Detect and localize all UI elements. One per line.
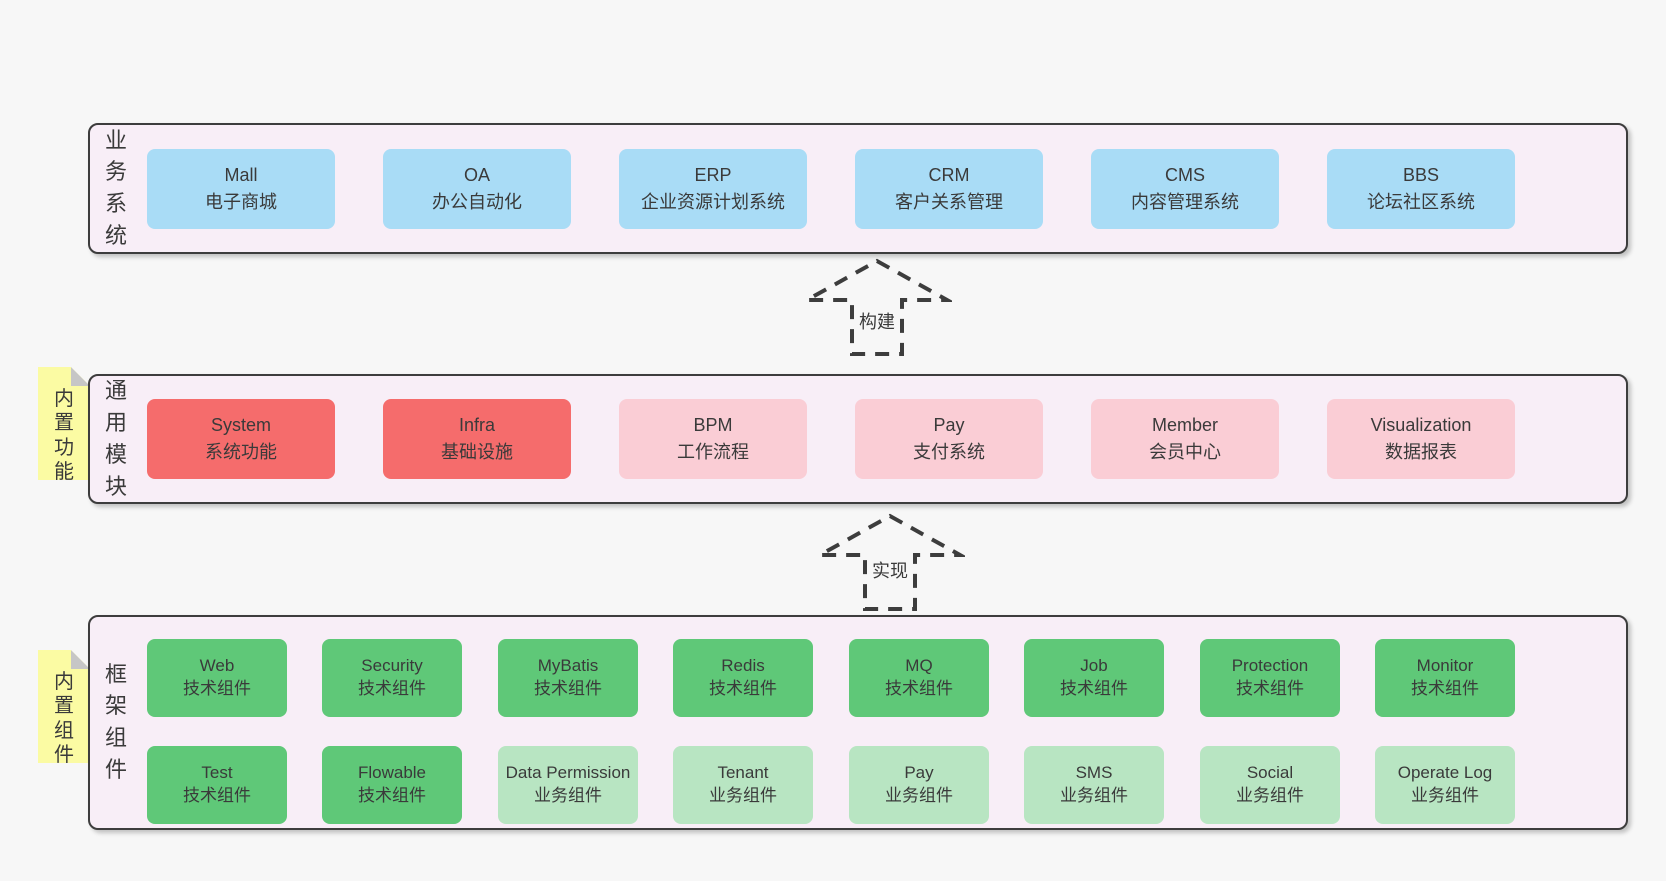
box-web: Web 技术组件 <box>147 639 287 717</box>
box-visualization: Visualization 数据报表 <box>1327 399 1515 479</box>
box-mybatis: MyBatis 技术组件 <box>498 639 638 717</box>
box-member: Member 会员中心 <box>1091 399 1279 479</box>
layer-label-components: 框架组件 <box>104 661 127 783</box>
box-title-en: Web <box>199 656 235 676</box>
box-mall: Mall 电子商城 <box>147 148 335 229</box>
box-infra: Infra 基础设施 <box>383 399 571 479</box>
box-title-zh: 支付系统 <box>913 442 985 462</box>
box-title-zh: 会员中心 <box>1149 442 1221 462</box>
box-title-zh: 数据报表 <box>1385 442 1457 462</box>
box-title-en: ERP <box>694 164 732 185</box>
box-title-en: Infra <box>458 415 496 435</box>
box-data-permission: Data Permission 业务组件 <box>498 746 638 824</box>
box-title-zh: 技术组件 <box>358 786 426 805</box>
sticky-note-builtin-components: 内置组件 <box>38 650 90 763</box>
build-arrow-label: 构建 <box>855 307 899 335</box>
box-job: Job 技术组件 <box>1024 639 1164 717</box>
box-title-zh: 业务组件 <box>534 786 602 805</box>
box-crm: CRM 客户关系管理 <box>855 148 1043 229</box>
box-title-en: Visualization <box>1370 415 1472 435</box>
box-title-zh: 业务组件 <box>1060 786 1128 805</box>
box-title-en: Protection <box>1231 656 1309 676</box>
box-title-zh: 技术组件 <box>1060 679 1128 698</box>
layer-framework-components: 框架组件 Web 技术组件 Security 技术组件 MyBatis 技术组件… <box>88 615 1628 830</box>
box-title-en: CMS <box>1165 164 1205 185</box>
box-title-en: Test <box>201 763 233 783</box>
box-title-en: Pay <box>904 763 934 783</box>
box-title-zh: 技术组件 <box>358 679 426 698</box>
box-protection: Protection 技术组件 <box>1200 639 1340 717</box>
box-title-zh: 企业资源计划系统 <box>641 191 785 212</box>
box-title-en: Tenant <box>717 763 769 783</box>
box-title-en: Mall <box>224 164 258 185</box>
implement-arrow-icon <box>815 513 965 611</box>
box-tenant: Tenant 业务组件 <box>673 746 813 824</box>
box-title-en: Member <box>1151 415 1218 435</box>
box-title-zh: 系统功能 <box>205 442 277 462</box>
box-title-en: BPM <box>693 415 733 435</box>
box-title-en: Pay <box>933 415 965 435</box>
box-title-zh: 技术组件 <box>183 679 251 698</box>
sticky-note-text: 内置功能 <box>54 388 74 484</box>
box-title-en: Operate Log <box>1397 763 1493 783</box>
box-operate-log: Operate Log 业务组件 <box>1375 746 1515 824</box>
box-redis: Redis 技术组件 <box>673 639 813 717</box>
box-cms: CMS 内容管理系统 <box>1091 148 1279 229</box>
layer-label-modules: 通用模块 <box>104 378 127 499</box>
sticky-note-text: 内置组件 <box>54 671 74 767</box>
box-system: System 系统功能 <box>147 399 335 479</box>
box-title-zh: 技术组件 <box>1411 679 1479 698</box>
box-monitor: Monitor 技术组件 <box>1375 639 1515 717</box>
box-title-zh: 技术组件 <box>1236 679 1304 698</box>
layer-label-business: 业务系统 <box>104 127 127 249</box>
box-pay-biz: Pay 业务组件 <box>849 746 989 824</box>
box-title-zh: 业务组件 <box>885 786 953 805</box>
box-security: Security 技术组件 <box>322 639 462 717</box>
box-title-zh: 技术组件 <box>885 679 953 698</box>
box-pay: Pay 支付系统 <box>855 399 1043 479</box>
box-title-zh: 业务组件 <box>1236 786 1304 805</box>
box-title-zh: 技术组件 <box>709 679 777 698</box>
sticky-note-builtin-features: 内置功能 <box>38 367 90 480</box>
box-title-en: Flowable <box>357 763 427 783</box>
box-title-en: Redis <box>721 656 765 676</box>
box-title-zh: 工作流程 <box>677 442 749 462</box>
box-title-zh: 技术组件 <box>534 679 602 698</box>
box-title-zh: 论坛社区系统 <box>1367 191 1475 212</box>
layer-business-systems: 业务系统 Mall 电子商城 OA 办公自动化 ERP 企业资源计划系统 CRM… <box>88 123 1628 254</box>
box-erp: ERP 企业资源计划系统 <box>619 148 807 229</box>
box-title-en: Security <box>361 656 423 676</box>
box-title-zh: 办公自动化 <box>432 191 522 212</box>
box-oa: OA 办公自动化 <box>383 148 571 229</box>
box-mq: MQ 技术组件 <box>849 639 989 717</box>
layer-common-modules: 通用模块 System 系统功能 Infra 基础设施 BPM 工作流程 Pay… <box>88 374 1628 504</box>
box-social: Social 业务组件 <box>1200 746 1340 824</box>
box-title-en: MQ <box>905 656 933 676</box>
box-title-en: Social <box>1246 763 1294 783</box>
box-title-zh: 内容管理系统 <box>1131 191 1239 212</box>
implement-arrow-label: 实现 <box>868 556 912 584</box>
box-title-en: MyBatis <box>537 656 599 676</box>
box-title-en: Job <box>1080 656 1108 676</box>
box-bbs: BBS 论坛社区系统 <box>1327 148 1515 229</box>
box-title-en: SMS <box>1075 763 1113 783</box>
box-title-en: OA <box>463 164 490 185</box>
box-title-en: BBS <box>1402 164 1440 185</box>
box-title-en: Data Permission <box>505 763 631 783</box>
build-arrow-icon <box>802 258 952 356</box>
box-title-en: System <box>210 415 271 435</box>
box-title-zh: 客户关系管理 <box>895 191 1003 212</box>
box-title-zh: 业务组件 <box>1411 786 1479 805</box>
box-title-zh: 电子商城 <box>205 191 277 212</box>
box-title-en: Monitor <box>1416 656 1474 676</box>
box-title-zh: 基础设施 <box>441 442 513 462</box>
box-bpm: BPM 工作流程 <box>619 399 807 479</box>
box-test: Test 技术组件 <box>147 746 287 824</box>
box-title-zh: 技术组件 <box>183 786 251 805</box>
box-title-zh: 业务组件 <box>709 786 777 805</box>
box-flowable: Flowable 技术组件 <box>322 746 462 824</box>
box-title-en: CRM <box>928 164 970 185</box>
box-sms: SMS 业务组件 <box>1024 746 1164 824</box>
